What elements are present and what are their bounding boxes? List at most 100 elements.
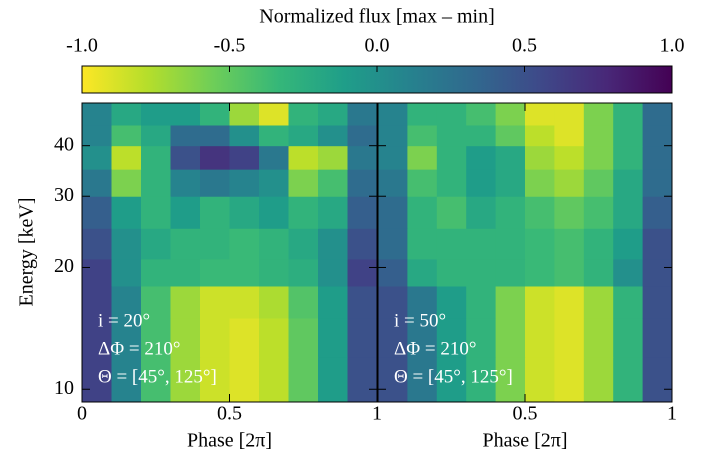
- heatmap-cell: [229, 258, 260, 287]
- heatmap-cell: [642, 124, 673, 147]
- heatmap-cell: [495, 124, 526, 147]
- heatmap-cell: [525, 258, 555, 287]
- heatmap-cell: [288, 103, 319, 126]
- colorbar-tick-label: 1.0: [660, 35, 685, 57]
- heatmap-cell: [259, 357, 289, 403]
- heatmap-cell: [378, 228, 408, 260]
- heatmap-cell: [583, 357, 614, 403]
- heatmap-cell: [318, 103, 348, 126]
- heatmap-cell: [436, 145, 467, 170]
- heatmap-cell: [378, 357, 408, 403]
- heatmap-cell: [141, 169, 171, 197]
- heatmap-cell: [466, 145, 497, 170]
- heatmap-cell: [111, 285, 142, 319]
- heatmap-cell: [525, 145, 555, 170]
- heatmap-cell: [495, 145, 526, 170]
- annotation: Θ = [45°, 125°]: [98, 366, 217, 387]
- heatmap-cell: [436, 124, 467, 147]
- heatmap-cell: [82, 228, 112, 260]
- annotation: ΔΦ = 210°: [98, 338, 180, 359]
- heatmap-cell: [466, 258, 497, 287]
- heatmap-cell: [318, 228, 348, 260]
- heatmap-cell: [495, 357, 526, 403]
- heatmap-cell: [200, 145, 230, 170]
- heatmap-cell: [436, 357, 467, 403]
- heatmap-cell: [407, 228, 438, 260]
- heatmap-cell: [141, 357, 171, 403]
- x-tick-label: 0.5: [513, 403, 538, 425]
- heatmap-cell: [378, 318, 408, 358]
- y-tick-label: 20: [54, 255, 74, 277]
- colorbar-tick-label: -0.5: [214, 35, 246, 57]
- heatmap-cell: [554, 228, 585, 260]
- heatmap-cell: [495, 103, 526, 126]
- heatmap-cell: [378, 285, 408, 319]
- heatmap-cell: [141, 318, 171, 358]
- heatmap-cell: [111, 258, 142, 287]
- heatmap-cell: [583, 169, 614, 197]
- heatmap-cell: [229, 318, 260, 358]
- heatmap-cell: [170, 169, 201, 197]
- heatmap-cell: [642, 196, 673, 229]
- heatmap-cell: [436, 318, 467, 358]
- heatmap-cell: [583, 318, 614, 358]
- colorbar-tick-label: -1.0: [66, 35, 98, 57]
- heatmap-cell: [170, 145, 201, 170]
- annotation: Θ = [45°, 125°]: [394, 366, 513, 387]
- heatmap-cell: [642, 258, 673, 287]
- heatmap-cell: [466, 285, 497, 319]
- heatmap-cell: [554, 145, 585, 170]
- heatmap-cell: [554, 258, 585, 287]
- heatmap-cell: [82, 169, 112, 197]
- heatmap-cell: [111, 357, 142, 403]
- heatmap-cell: [111, 228, 142, 260]
- heatmap-cell: [642, 285, 673, 319]
- heatmap-cell: [288, 196, 319, 229]
- heatmap-cell: [642, 169, 673, 197]
- heatmap-cell: [141, 196, 171, 229]
- heatmap-cell: [525, 169, 555, 197]
- heatmap-cell: [82, 258, 112, 287]
- heatmap-cell: [229, 103, 260, 126]
- heatmap-cell: [613, 228, 644, 260]
- heatmap-cell: [466, 357, 497, 403]
- heatmap-cell: [200, 196, 230, 229]
- heatmap-cell: [583, 196, 614, 229]
- heatmap-cell: [229, 169, 260, 197]
- heatmap-cell: [436, 196, 467, 229]
- heatmap-cell: [111, 145, 142, 170]
- heatmap-cell: [525, 196, 555, 229]
- heatmap-cell: [495, 169, 526, 197]
- heatmap-cell: [436, 285, 467, 319]
- heatmap-cell: [229, 357, 260, 403]
- heatmap-cell: [141, 228, 171, 260]
- heatmap-cell: [347, 124, 378, 147]
- heatmap-cell: [347, 318, 378, 358]
- y-tick-label: 40: [54, 133, 74, 155]
- heatmap-cell: [141, 258, 171, 287]
- heatmap-cell: [642, 228, 673, 260]
- heatmap-cell: [259, 258, 289, 287]
- heatmap-cell: [82, 196, 112, 229]
- heatmap-cell: [288, 145, 319, 170]
- heatmap-cell: [436, 169, 467, 197]
- heatmap-cell: [613, 169, 644, 197]
- heatmap-cell: [200, 169, 230, 197]
- heatmap-cell: [466, 169, 497, 197]
- heatmap-cell: [229, 124, 260, 147]
- heatmap-cell: [583, 228, 614, 260]
- heatmap-cell: [259, 318, 289, 358]
- heatmap-cell: [318, 258, 348, 287]
- heatmap-cell: [141, 124, 171, 147]
- heatmap-cell: [347, 357, 378, 403]
- heatmap-cell: [170, 258, 201, 287]
- heatmap-cell: [82, 318, 112, 358]
- heatmap-cell: [436, 103, 467, 126]
- heatmap-cell: [583, 285, 614, 319]
- heatmap-cell: [200, 124, 230, 147]
- heatmap-cell: [642, 357, 673, 403]
- heatmap-cell: [170, 228, 201, 260]
- heatmap-cell: [525, 103, 555, 126]
- heatmap-cell: [318, 318, 348, 358]
- heatmap-cell: [200, 285, 230, 319]
